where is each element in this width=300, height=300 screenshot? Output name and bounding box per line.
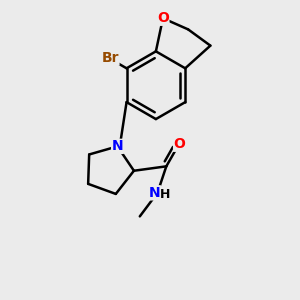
Text: Br: Br	[101, 51, 119, 65]
Text: N: N	[112, 140, 123, 153]
Text: N: N	[149, 186, 160, 200]
Text: O: O	[174, 137, 185, 151]
Text: O: O	[157, 11, 169, 25]
Text: H: H	[160, 188, 170, 201]
